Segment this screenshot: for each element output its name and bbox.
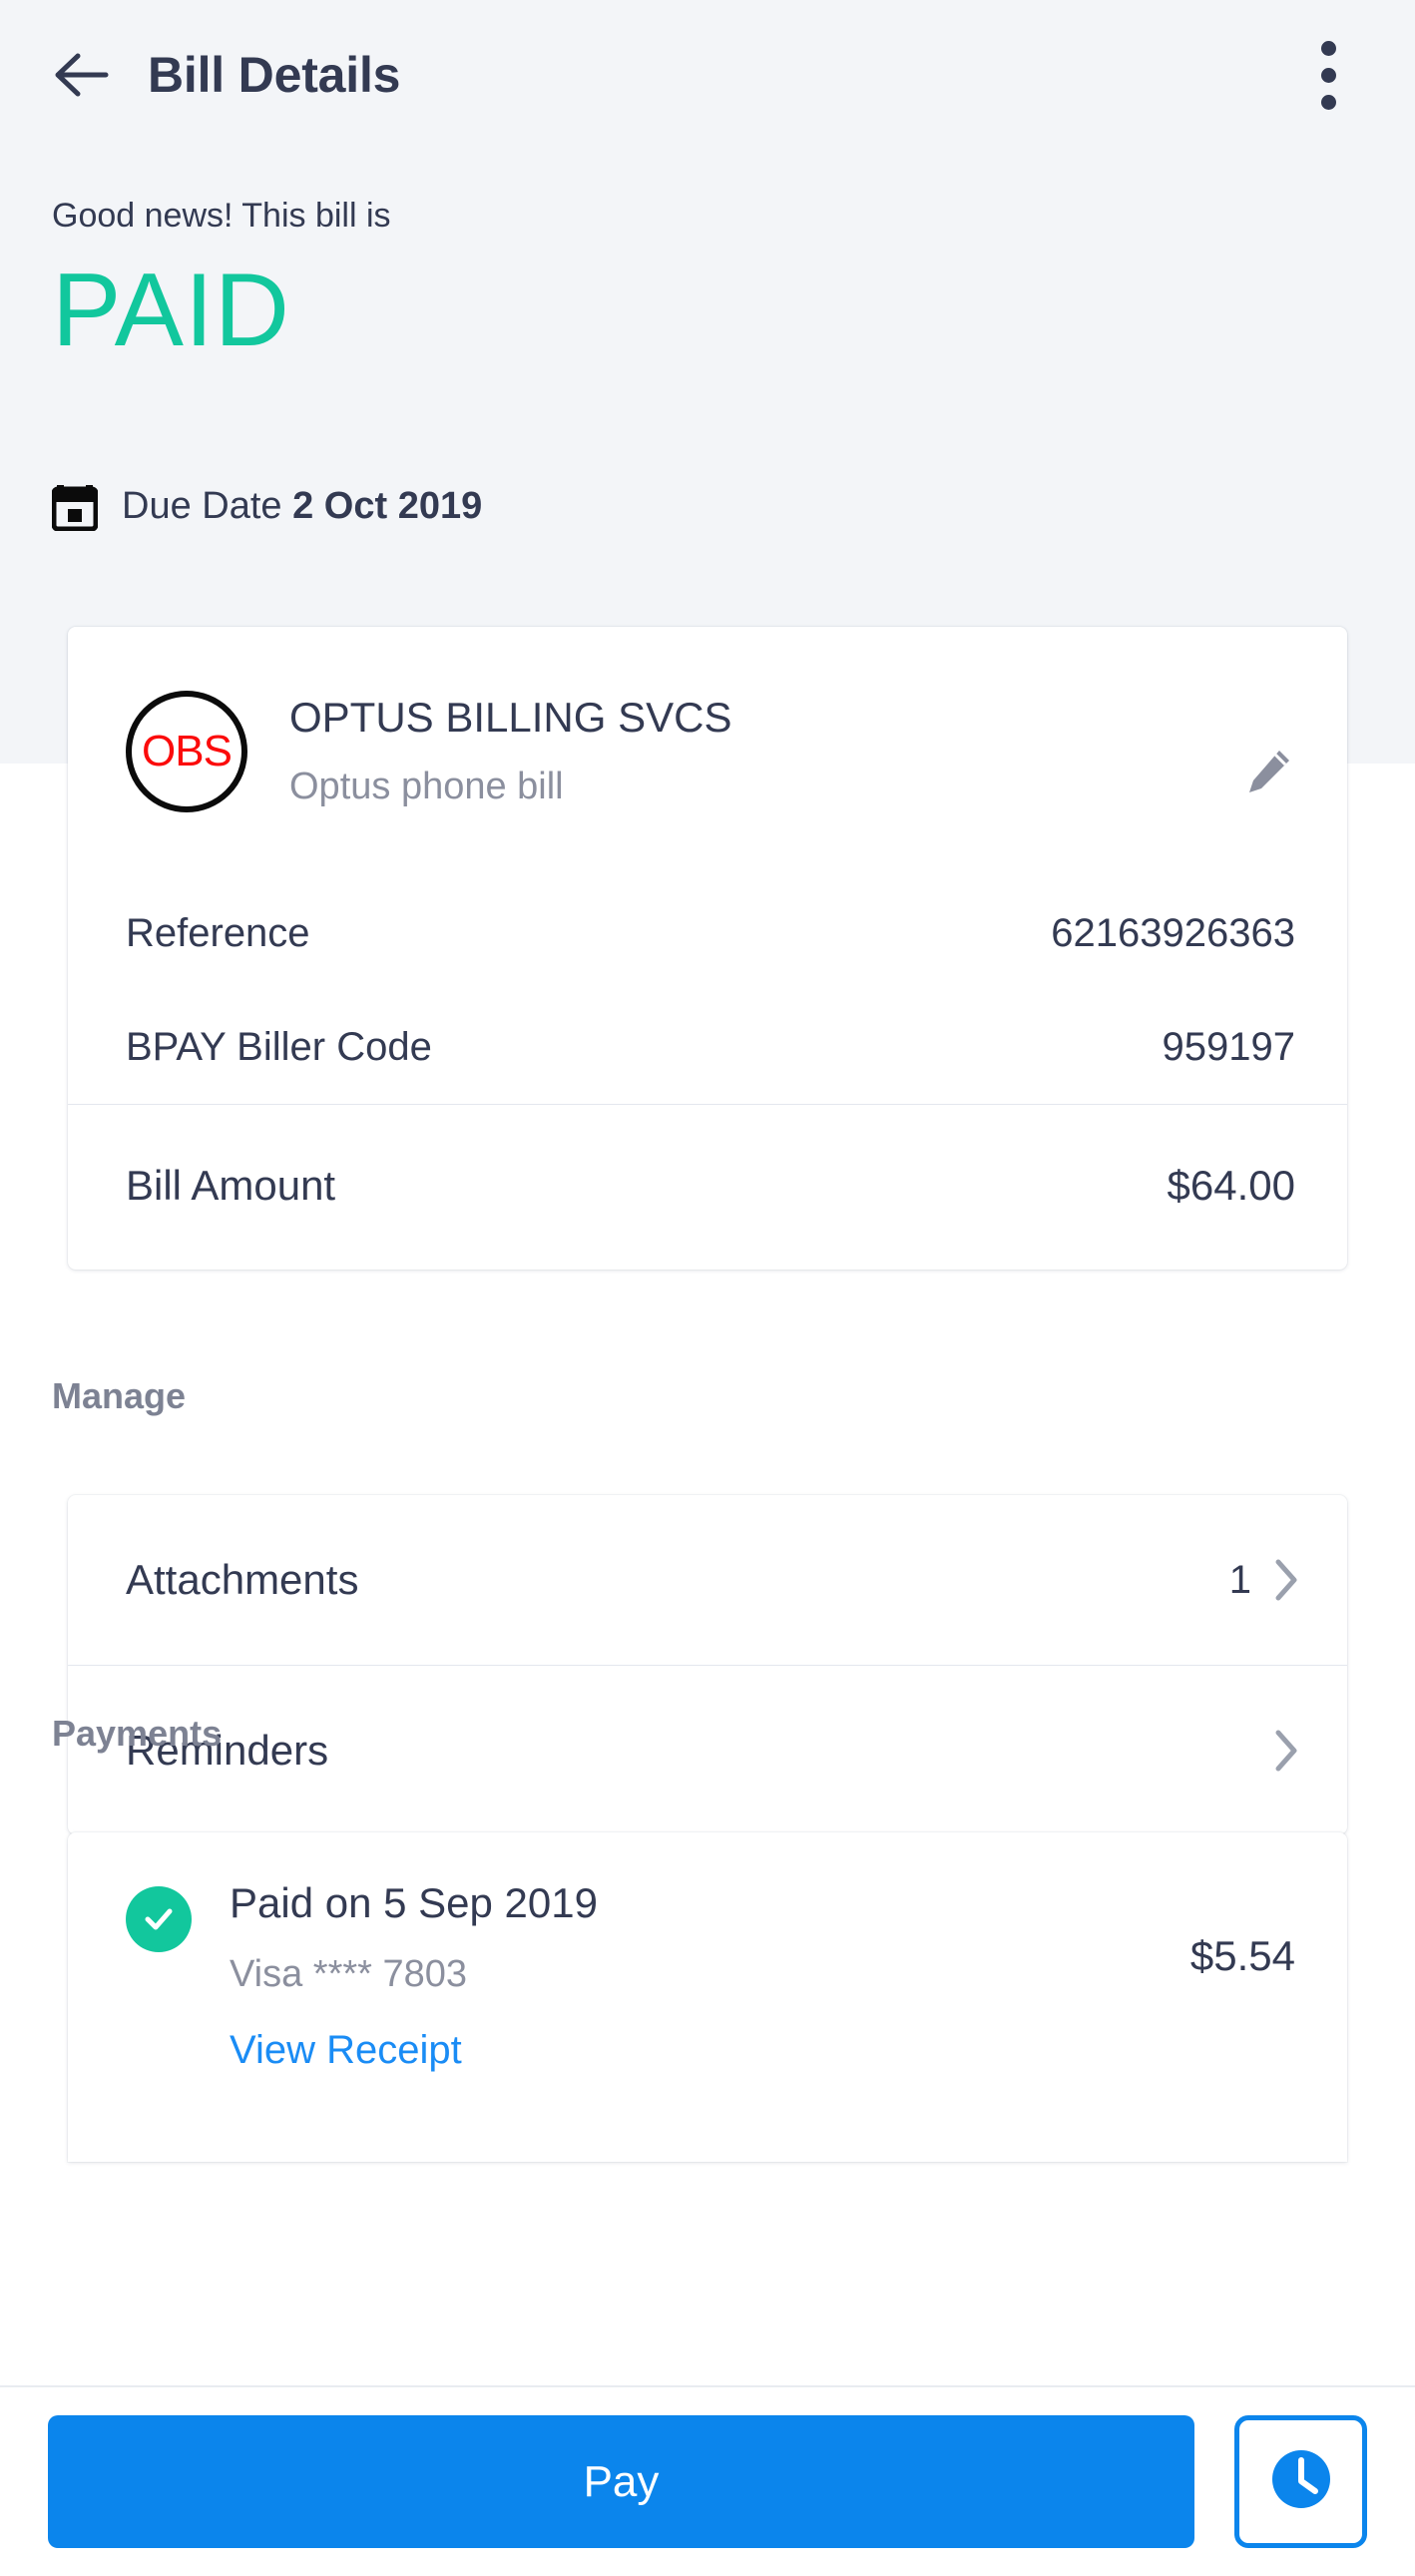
due-date-row: Due Date 2 Oct 2019 <box>52 481 482 531</box>
list-item-trailing: 1 <box>1229 1558 1299 1603</box>
chevron-right-icon <box>1273 1558 1299 1602</box>
payment-amount: $5.54 <box>1189 1932 1295 1979</box>
table-row: Reference 62163926363 <box>68 876 1347 990</box>
status-badge: PAID <box>52 252 291 368</box>
row-label: BPAY Biller Code <box>126 1024 432 1069</box>
dot <box>1320 94 1336 110</box>
payment-entry: Paid on 5 Sep 2019 Visa **** 7803 $5.54 … <box>68 1832 1347 2073</box>
pay-later-button[interactable] <box>1234 2415 1367 2548</box>
row-label: Bill Amount <box>126 1162 336 1209</box>
biller-name-block: OPTUS BILLING SVCS Optus phone bill <box>289 685 731 810</box>
list-item-trailing <box>1251 1729 1299 1773</box>
biller-logo-text: OBS <box>142 727 233 775</box>
sidebar-item-attachments[interactable]: Attachments 1 <box>68 1495 1347 1665</box>
biller-name: OPTUS BILLING SVCS <box>289 694 732 741</box>
payment-method: Visa **** 7803 <box>230 1953 468 1996</box>
back-button[interactable] <box>46 39 118 111</box>
row-value: 959197 <box>1162 1024 1295 1069</box>
attachment-count: 1 <box>1228 1557 1251 1602</box>
dot <box>1320 40 1336 56</box>
arrow-left-icon <box>54 52 110 98</box>
payment-date: Paid on 5 Sep 2019 <box>230 1879 598 1926</box>
manage-section-title: Manage <box>52 1375 187 1416</box>
biller-card: OBS OPTUS BILLING SVCS Optus phone bill … <box>68 627 1347 1270</box>
manage-card: Attachments 1 Reminders <box>68 1495 1347 1834</box>
pencil-icon <box>1241 747 1293 803</box>
biller-header: OBS OPTUS BILLING SVCS Optus phone bill <box>68 627 1347 876</box>
list-item-label: Reminders <box>126 1727 329 1774</box>
payments-card: Paid on 5 Sep 2019 Visa **** 7803 $5.54 … <box>68 1832 1347 2162</box>
divider <box>68 1665 1347 1666</box>
chevron-right-icon <box>1273 1729 1299 1773</box>
payment-top-line: Paid on 5 Sep 2019 Visa **** 7803 $5.54 <box>230 1879 1295 1996</box>
table-row: BPAY Biller Code 959197 <box>68 990 1347 1104</box>
row-value: 62163926363 <box>1051 910 1295 955</box>
biller-logo: OBS <box>126 691 247 812</box>
status-kicker: Good news! This bill is <box>52 197 391 235</box>
due-date-text: Due Date 2 Oct 2019 <box>122 485 482 528</box>
page-title: Bill Details <box>148 47 401 103</box>
payments-section-title: Payments <box>52 1713 223 1754</box>
payment-bottom-line: View Receipt <box>230 1996 1295 2073</box>
sidebar-item-reminders[interactable]: Reminders <box>68 1666 1347 1834</box>
app-bar: Bill Details <box>0 0 1415 150</box>
bottom-action-bar: Pay <box>0 2385 1415 2576</box>
dot <box>1320 67 1336 83</box>
pay-button[interactable]: Pay <box>48 2415 1194 2548</box>
check-circle-icon <box>126 1886 192 1952</box>
due-date-value: 2 Oct 2019 <box>292 484 483 527</box>
bill-status-block: Good news! This bill is PAID <box>52 196 1050 364</box>
view-receipt-link[interactable]: View Receipt <box>230 2027 462 2072</box>
clock-icon <box>1265 2443 1337 2520</box>
row-label: Reference <box>126 910 310 955</box>
due-date-label: Due Date <box>122 484 293 527</box>
payment-details: Paid on 5 Sep 2019 Visa **** 7803 $5.54 … <box>230 1879 1295 2073</box>
row-value: $64.00 <box>1167 1162 1295 1209</box>
more-vertical-icon[interactable] <box>1293 32 1363 118</box>
payment-text-block: Paid on 5 Sep 2019 Visa **** 7803 <box>230 1879 598 1996</box>
bill-amount-row: Bill Amount $64.00 <box>68 1105 1347 1267</box>
list-item-label: Attachments <box>126 1556 359 1603</box>
edit-bill-button[interactable] <box>1227 735 1307 814</box>
biller-description: Optus phone bill <box>289 766 564 808</box>
divider <box>68 1104 1347 1105</box>
calendar-icon <box>52 481 98 531</box>
